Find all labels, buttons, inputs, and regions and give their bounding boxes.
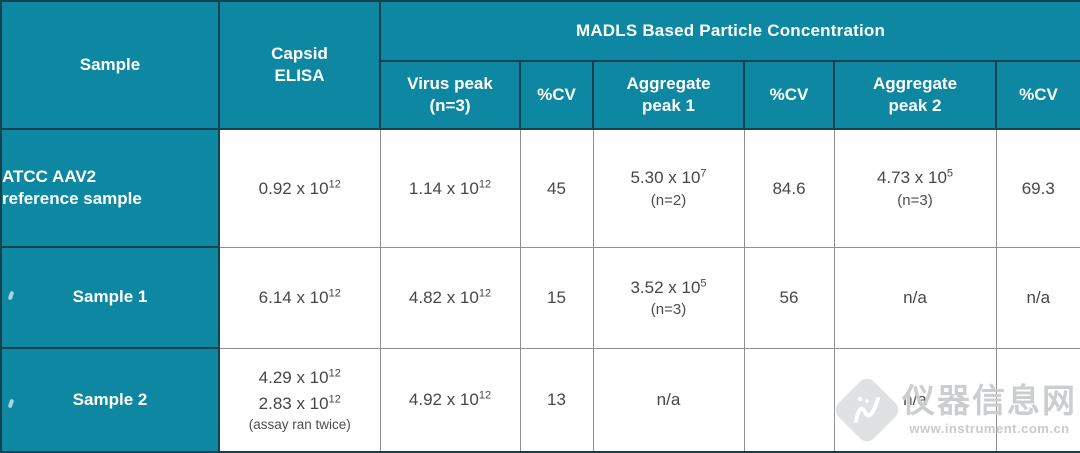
header-cv-1: %CV [519, 60, 594, 130]
value-note: (assay ran twice) [248, 417, 351, 433]
value-note: (n=2) [650, 191, 687, 209]
value-exponent: 12 [328, 177, 341, 190]
value-note: (n=3) [897, 191, 933, 209]
header-row-sub: Virus peak (n=3) %CV Aggregate peak 1 %C… [1, 60, 1080, 130]
value-text: 69.3 [1021, 178, 1055, 198]
table-row: Sample 2 4.29 x 1012 2.83 x 1012 (assay … [0, 347, 1080, 453]
header-row-top: Sample Capsid ELISA MADLS Based Particle… [0, 0, 1080, 130]
value-exponent: 12 [478, 177, 492, 190]
cell-virus-peak: 4.92 x 1012 [379, 347, 521, 453]
value-exponent: 12 [478, 287, 492, 300]
header-sample: Sample [0, 0, 220, 130]
cell-cv: 45 [519, 128, 594, 248]
table-row: ATCC AAV2 reference sample 0.92 x 1012 1… [0, 128, 1080, 248]
value-text: n/a [903, 390, 927, 409]
row-label-atcc-aav2: ATCC AAV2 reference sample [0, 128, 220, 248]
cell-virus-peak: 1.14 x 1012 [379, 128, 521, 248]
cell-capsid-elisa: 4.29 x 1012 2.83 x 1012 (assay ran twice… [218, 347, 381, 453]
value-text: n/a [656, 390, 681, 409]
label-line: peak 1 [642, 96, 695, 115]
value-text: 84.6 [772, 178, 806, 198]
cell-cv: 56 [743, 246, 835, 349]
header-sample-label: Sample [79, 54, 141, 74]
value-text: 6.14 x 10 [258, 287, 329, 307]
value-exponent: 5 [946, 167, 954, 180]
value-text: n/a [1026, 287, 1051, 307]
value-text: n/a [903, 287, 927, 307]
label-line: (n=3) [429, 96, 471, 115]
header-cv-3: %CV [994, 60, 1080, 130]
value-text: 1.14 x 10 [408, 178, 479, 198]
label-line: Virus peak [407, 73, 493, 93]
value-exponent: 12 [328, 287, 341, 300]
label-line: reference sample [2, 189, 142, 208]
row-label-sample-2: Sample 2 [0, 347, 220, 453]
cell-cv: 84.6 [743, 128, 835, 248]
cell-capsid-elisa: 6.14 x 1012 [218, 246, 381, 349]
table-row: Sample 1 6.14 x 1012 4.82 x 1012 15 3.52… [0, 246, 1080, 349]
label-line: Aggregate [872, 73, 958, 93]
value-text: 3.52 x 10 [630, 277, 701, 297]
header-virus-peak: Virus peak (n=3) [379, 60, 521, 130]
label-line: ATCC AAV2 [2, 166, 97, 186]
value-note: (n=3) [650, 301, 687, 319]
value-text: 4.29 x 10 [258, 368, 329, 388]
label-line: Sample 2 [72, 389, 148, 409]
value-text: 0.92 x 10 [258, 178, 329, 198]
cell-cv: 13 [519, 347, 594, 453]
cell-cv: 15 [519, 246, 594, 349]
header-cv-2: %CV [743, 60, 835, 130]
label-line: peak 2 [888, 96, 942, 115]
header-madls-group: MADLS Based Particle Concentration [378, 0, 1080, 62]
cell-virus-peak: 4.82 x 1012 [379, 246, 521, 349]
cell-aggregate-peak-2: n/a [833, 246, 997, 349]
value-text: 45 [547, 178, 566, 198]
value-text: 4.73 x 10 [876, 168, 947, 188]
value-text: 15 [547, 287, 566, 307]
cell-aggregate-peak-1: 3.52 x 105 (n=3) [592, 246, 745, 349]
label-line: Aggregate [626, 73, 711, 93]
header-aggregate-peak-2: Aggregate peak 2 [833, 60, 997, 130]
cell-cv [995, 347, 1080, 453]
label-line: ELISA [274, 66, 325, 85]
value-text: 4.92 x 10 [408, 390, 479, 409]
value-exponent: 12 [478, 389, 492, 402]
value-exponent: 5 [700, 276, 707, 289]
row-label-sample-1: Sample 1 [0, 246, 220, 349]
cell-aggregate-peak-1: 5.30 x 107 (n=2) [592, 128, 745, 248]
value-exponent: 7 [700, 167, 707, 180]
value-exponent: 12 [328, 367, 341, 380]
value-text: 13 [547, 390, 566, 409]
cell-capsid-elisa: 0.92 x 1012 [218, 128, 381, 248]
value-text: 56 [779, 287, 799, 307]
label-line: Capsid [271, 43, 328, 63]
cell-cv: 69.3 [995, 128, 1080, 248]
header-capsid-elisa: Capsid ELISA [218, 0, 381, 130]
cell-aggregate-peak-1: n/a [592, 347, 745, 453]
header-aggregate-peak-1: Aggregate peak 1 [592, 60, 745, 130]
cell-cv [743, 347, 835, 453]
value-text: 2.83 x 10 [258, 393, 329, 413]
cell-aggregate-peak-2: n/a [833, 347, 997, 453]
value-text: 4.82 x 10 [408, 287, 479, 307]
value-exponent: 12 [328, 393, 341, 406]
label-line: Sample 1 [72, 287, 148, 307]
cell-aggregate-peak-2: 4.73 x 105 (n=3) [833, 128, 997, 248]
cell-cv: n/a [995, 246, 1080, 349]
value-text: 5.30 x 10 [630, 168, 701, 188]
